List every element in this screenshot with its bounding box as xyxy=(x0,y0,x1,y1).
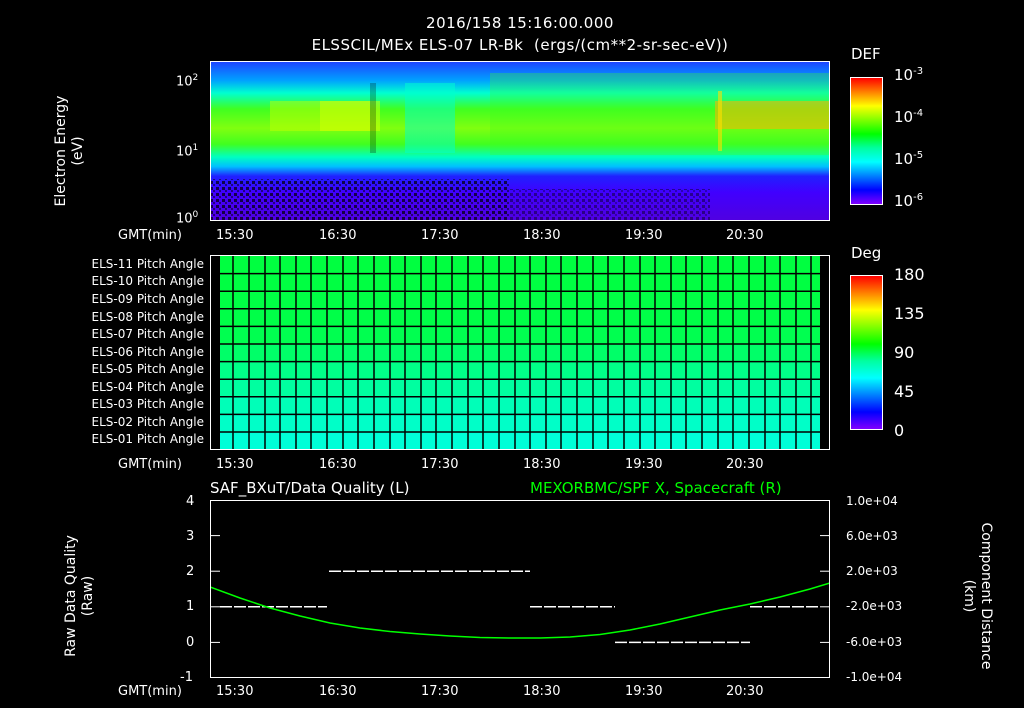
x-tick: 19:30 xyxy=(625,684,663,699)
x-axis-label: GMT(min) xyxy=(118,684,182,699)
x-tick: 17:30 xyxy=(421,684,459,699)
distance-axis-label: Component Distance (km) xyxy=(961,522,994,670)
left-series-title: SAF_BXuT/Data Quality (L) xyxy=(210,479,410,497)
x-tick: 20:30 xyxy=(726,457,764,472)
def-tick: 10-5 xyxy=(894,150,924,168)
def-colorbar xyxy=(850,77,883,205)
x-tick: 16:30 xyxy=(319,228,357,243)
spectrogram-frame xyxy=(210,61,830,221)
x-tick: 15:30 xyxy=(216,684,254,699)
quality-tick: 1 xyxy=(186,599,195,614)
def-colorbar-title: DEF xyxy=(851,45,881,63)
quality-tick: 2 xyxy=(186,564,195,579)
x-tick: 15:30 xyxy=(216,457,254,472)
x-axis-label: GMT(min) xyxy=(118,457,182,472)
x-tick: 16:30 xyxy=(319,684,357,699)
x-tick: 17:30 xyxy=(421,228,459,243)
pitch-row-label: ELS-05 Pitch Angle xyxy=(91,362,204,376)
x-axis-label: GMT(min) xyxy=(118,228,182,243)
x-tick: 16:30 xyxy=(319,457,357,472)
line-plot xyxy=(210,500,830,678)
right-series-title: MEXORBMC/SPF X, Spacecraft (R) xyxy=(530,479,782,497)
x-tick: 15:30 xyxy=(216,228,254,243)
energy-tick-1: 100 xyxy=(176,210,199,227)
deg-tick: 45 xyxy=(894,382,915,401)
pitch-row-label: ELS-07 Pitch Angle xyxy=(91,327,204,341)
x-tick: 19:30 xyxy=(625,228,663,243)
line-plot-frame xyxy=(210,500,830,678)
def-tick: 10-3 xyxy=(894,66,924,84)
quality-axis-label: Raw Data Quality (Raw) xyxy=(63,535,96,657)
distance-tick: 1.0e+04 xyxy=(846,494,898,508)
deg-tick: 180 xyxy=(894,265,925,284)
distance-tick: 2.0e+03 xyxy=(846,564,898,578)
energy-tick-10: 101 xyxy=(176,143,199,160)
pitch-row-label: ELS-10 Pitch Angle xyxy=(91,274,204,288)
plot-subtitle: ELSSCIL/MEx ELS-07 LR-Bk (ergs/(cm**2-sr… xyxy=(311,36,729,54)
deg-tick: 0 xyxy=(894,421,905,440)
x-tick: 18:30 xyxy=(523,228,561,243)
x-tick: 19:30 xyxy=(625,457,663,472)
def-tick: 10-4 xyxy=(894,108,924,126)
quality-tick: 4 xyxy=(186,494,195,509)
x-tick: 17:30 xyxy=(421,457,459,472)
quality-tick: 3 xyxy=(186,529,195,544)
x-tick: 20:30 xyxy=(726,684,764,699)
deg-colorbar xyxy=(850,275,883,430)
pitch-row-label: ELS-04 Pitch Angle xyxy=(91,380,204,394)
deg-colorbar-title: Deg xyxy=(851,244,882,262)
plot-timestamp: 2016/158 15:16:00.000 xyxy=(426,14,614,32)
pitch-angle-grid xyxy=(210,255,830,450)
deg-tick: 135 xyxy=(894,304,925,323)
pitch-row-label: ELS-08 Pitch Angle xyxy=(91,310,204,324)
pitch-row-label: ELS-02 Pitch Angle xyxy=(91,415,204,429)
pitch-row-label: ELS-11 Pitch Angle xyxy=(91,257,204,271)
x-tick: 18:30 xyxy=(523,684,561,699)
pitch-row-label: ELS-01 Pitch Angle xyxy=(91,432,204,446)
pitch-row-label: ELS-09 Pitch Angle xyxy=(91,292,204,306)
quality-tick: 0 xyxy=(186,635,195,650)
distance-tick: 6.0e+03 xyxy=(846,529,898,543)
deg-tick: 90 xyxy=(894,343,915,362)
quality-tick: -1 xyxy=(180,670,193,685)
energy-axis-label: Electron Energy (eV) xyxy=(53,95,86,207)
distance-tick: -1.0e+04 xyxy=(846,670,903,684)
energy-tick-100: 102 xyxy=(176,73,199,90)
spectrogram xyxy=(210,61,830,221)
x-tick: 18:30 xyxy=(523,457,561,472)
distance-tick: -2.0e+03 xyxy=(846,599,903,613)
pitch-row-label: ELS-06 Pitch Angle xyxy=(91,345,204,359)
def-tick: 10-6 xyxy=(894,192,924,210)
x-tick: 20:30 xyxy=(726,228,764,243)
pitch-row-label: ELS-03 Pitch Angle xyxy=(91,397,204,411)
pitch-angle-frame xyxy=(210,255,830,450)
distance-tick: -6.0e+03 xyxy=(846,635,903,649)
